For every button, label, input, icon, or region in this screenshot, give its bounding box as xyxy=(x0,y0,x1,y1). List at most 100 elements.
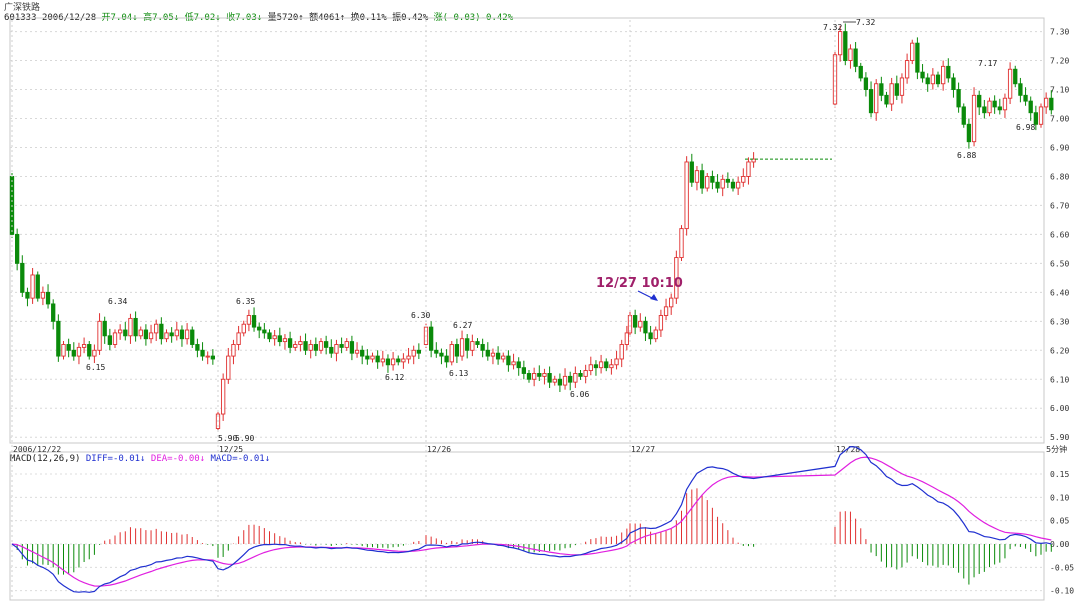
candle-body xyxy=(71,349,76,357)
candle-body xyxy=(643,320,648,334)
candle-body xyxy=(904,60,910,79)
candle-body xyxy=(941,65,946,85)
candle-body xyxy=(725,178,731,183)
candle-body xyxy=(609,364,614,369)
candle-body xyxy=(858,65,863,79)
candle-body xyxy=(396,358,401,363)
candle-body xyxy=(971,94,977,143)
candle-body xyxy=(40,291,46,299)
macd-tick-label: 0.00 xyxy=(1050,540,1069,549)
candle-body xyxy=(184,329,190,340)
candle-body xyxy=(406,355,411,360)
candle-body xyxy=(210,355,215,360)
candle-body xyxy=(598,361,604,369)
candle-body xyxy=(694,170,700,183)
candle-body xyxy=(884,94,889,105)
candle-body xyxy=(1023,94,1028,102)
candle-body xyxy=(159,323,164,340)
price-tick-label: 5.90 xyxy=(1050,433,1069,442)
candle-body xyxy=(102,320,107,337)
candle-body xyxy=(287,338,293,348)
price-tick-label: 6.10 xyxy=(1050,375,1069,384)
date-label: 12/26 xyxy=(427,445,451,454)
candle-body xyxy=(946,65,951,79)
candle-body xyxy=(444,355,449,363)
candle-body xyxy=(344,341,349,348)
candle-body xyxy=(588,364,593,372)
candle-body xyxy=(987,100,992,114)
candle-body xyxy=(710,176,715,183)
candle-body xyxy=(915,42,920,73)
candle-body xyxy=(449,344,454,363)
macd-tick-label: 0.15 xyxy=(1050,470,1069,479)
candle-body xyxy=(1043,97,1049,108)
candle-body xyxy=(863,77,869,90)
candle-body xyxy=(169,332,174,337)
candle-body xyxy=(390,358,396,366)
candle-body xyxy=(385,358,391,366)
candle-body xyxy=(669,297,674,308)
candle-body xyxy=(313,344,318,351)
candle-body xyxy=(741,176,746,183)
candle-body xyxy=(354,349,360,354)
candle-body xyxy=(506,355,511,366)
candle-body xyxy=(154,323,159,334)
price-tick-label: 6.40 xyxy=(1050,288,1069,297)
candle-body xyxy=(961,106,966,125)
candle-body xyxy=(578,373,583,377)
candle-body xyxy=(1007,68,1013,99)
candle-body xyxy=(267,332,272,340)
candle-body xyxy=(236,332,241,345)
price-tick-label: 6.60 xyxy=(1050,230,1069,239)
candle-body xyxy=(1013,68,1018,85)
candle-body xyxy=(568,375,573,383)
candle-body xyxy=(277,335,282,343)
candle-body xyxy=(241,323,246,334)
candle-body xyxy=(573,373,578,383)
candle-body xyxy=(868,89,874,114)
candle-body xyxy=(123,329,128,337)
candle-body xyxy=(81,344,87,348)
callout-arrowhead xyxy=(650,294,658,301)
candle-body xyxy=(838,31,843,56)
candle-body xyxy=(148,332,154,340)
candle-body xyxy=(992,100,997,108)
candle-body xyxy=(674,257,679,299)
candle-body xyxy=(439,352,444,357)
candle-body xyxy=(746,161,751,177)
candle-body xyxy=(76,346,82,357)
candle-body xyxy=(624,332,630,345)
candle-body xyxy=(470,341,475,351)
candle-body xyxy=(956,89,961,108)
candle-body xyxy=(66,344,71,351)
candle-body xyxy=(112,332,118,345)
candle-body xyxy=(658,315,664,331)
candle-body xyxy=(324,341,329,348)
price-annotation: 6.27 xyxy=(453,321,472,330)
candle-body xyxy=(532,373,537,380)
candle-body xyxy=(303,341,308,351)
price-annotation: 5.90 xyxy=(218,434,237,443)
candle-body xyxy=(832,54,838,105)
candle-body xyxy=(339,344,344,348)
price-tick-label: 6.90 xyxy=(1050,143,1069,152)
candle-body xyxy=(246,315,252,325)
price-annotation: 5.90 xyxy=(235,434,254,443)
price-annotation: 6.15 xyxy=(86,363,105,372)
candle-body xyxy=(699,170,705,189)
candle-body xyxy=(516,361,521,369)
callout-label: 12/27 10:10 xyxy=(596,276,683,291)
candle-body xyxy=(262,329,267,334)
price-annotation: 6.98 xyxy=(1016,123,1035,132)
candle-body xyxy=(648,332,653,340)
candle-body xyxy=(982,106,987,114)
candle-body xyxy=(848,48,853,62)
price-annotation: 7.32 xyxy=(856,18,875,27)
candle-body xyxy=(910,42,915,62)
price-tick-label: 6.20 xyxy=(1050,346,1069,355)
candle-body xyxy=(318,341,324,351)
candle-body xyxy=(133,317,138,337)
candle-body xyxy=(521,367,527,374)
candle-body xyxy=(164,332,169,340)
candle-body xyxy=(97,320,102,351)
